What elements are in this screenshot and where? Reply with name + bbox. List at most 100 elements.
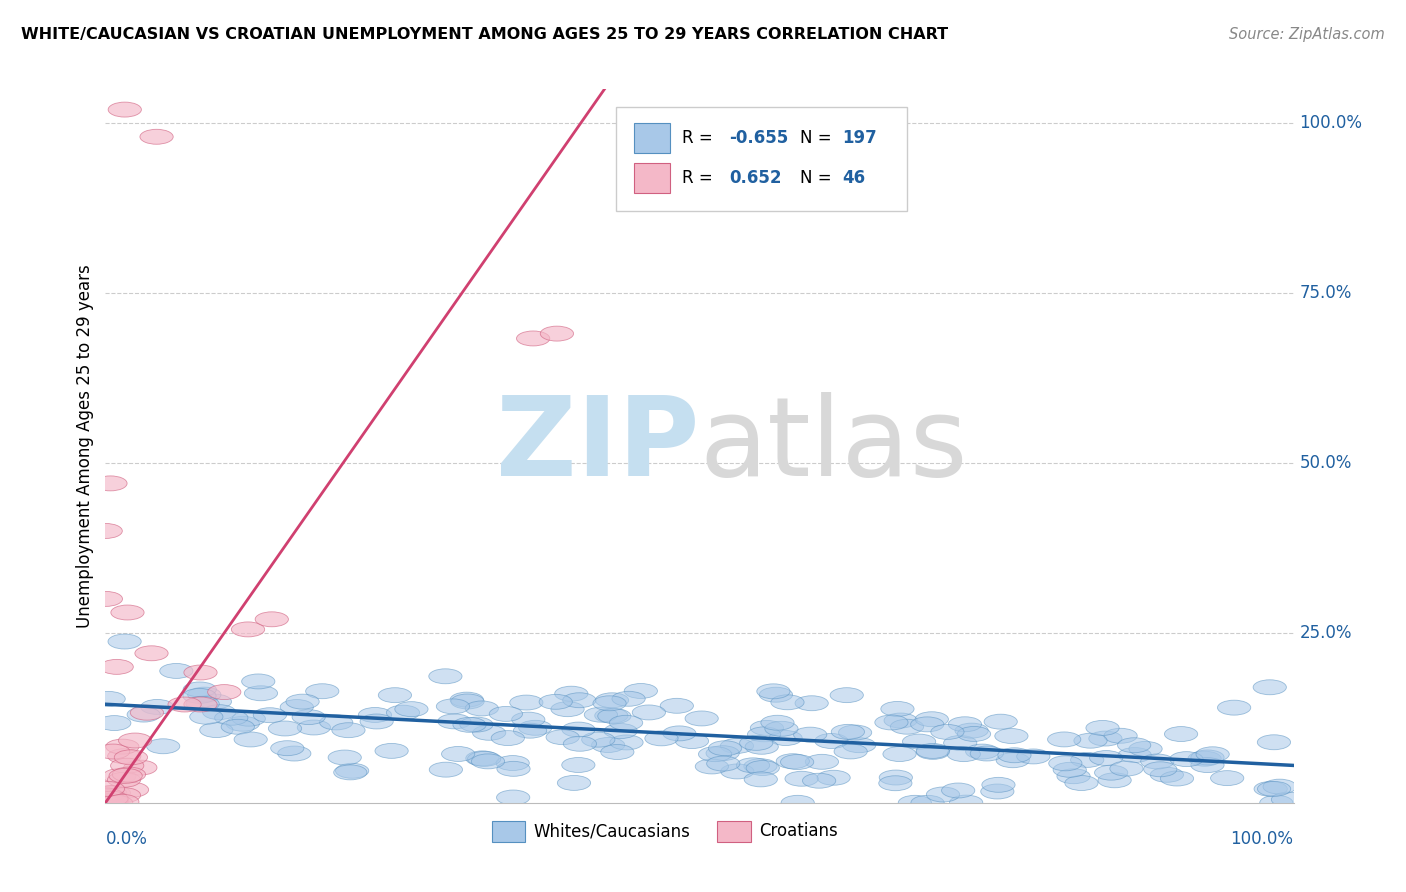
Ellipse shape bbox=[202, 705, 236, 720]
Ellipse shape bbox=[496, 790, 530, 805]
Text: R =: R = bbox=[682, 128, 717, 146]
Ellipse shape bbox=[1257, 781, 1291, 797]
Ellipse shape bbox=[817, 771, 851, 785]
Ellipse shape bbox=[562, 693, 596, 707]
Text: Whites/Caucasians: Whites/Caucasians bbox=[533, 822, 690, 840]
Ellipse shape bbox=[93, 796, 127, 810]
Ellipse shape bbox=[1064, 775, 1098, 790]
Ellipse shape bbox=[879, 776, 912, 790]
Ellipse shape bbox=[966, 744, 998, 759]
Ellipse shape bbox=[429, 669, 463, 684]
Ellipse shape bbox=[359, 707, 392, 723]
Ellipse shape bbox=[1109, 761, 1143, 776]
Y-axis label: Unemployment Among Ages 25 to 29 years: Unemployment Among Ages 25 to 29 years bbox=[76, 264, 94, 628]
Ellipse shape bbox=[190, 709, 224, 724]
Ellipse shape bbox=[943, 736, 977, 750]
Ellipse shape bbox=[183, 682, 217, 697]
Ellipse shape bbox=[436, 699, 470, 714]
Ellipse shape bbox=[460, 717, 494, 732]
Ellipse shape bbox=[105, 739, 139, 754]
Ellipse shape bbox=[880, 701, 914, 716]
Ellipse shape bbox=[600, 745, 634, 759]
Ellipse shape bbox=[998, 747, 1031, 763]
Ellipse shape bbox=[1129, 741, 1163, 756]
Ellipse shape bbox=[285, 694, 319, 709]
Ellipse shape bbox=[903, 734, 936, 749]
Ellipse shape bbox=[319, 714, 353, 730]
Ellipse shape bbox=[721, 764, 754, 779]
Text: Croatians: Croatians bbox=[759, 822, 838, 840]
Ellipse shape bbox=[375, 743, 408, 758]
Ellipse shape bbox=[519, 721, 553, 735]
Ellipse shape bbox=[1085, 721, 1119, 735]
Ellipse shape bbox=[609, 715, 643, 731]
Ellipse shape bbox=[595, 693, 628, 707]
Ellipse shape bbox=[1094, 765, 1128, 780]
Ellipse shape bbox=[146, 739, 180, 754]
FancyBboxPatch shape bbox=[492, 821, 524, 842]
Ellipse shape bbox=[1140, 754, 1174, 769]
Ellipse shape bbox=[538, 694, 572, 709]
FancyBboxPatch shape bbox=[717, 821, 751, 842]
Ellipse shape bbox=[540, 326, 574, 341]
Ellipse shape bbox=[118, 733, 152, 748]
Ellipse shape bbox=[842, 738, 876, 753]
Ellipse shape bbox=[441, 747, 475, 762]
Ellipse shape bbox=[838, 725, 872, 740]
Ellipse shape bbox=[94, 794, 128, 808]
Ellipse shape bbox=[707, 756, 740, 771]
Ellipse shape bbox=[1057, 769, 1090, 784]
Ellipse shape bbox=[208, 684, 240, 699]
Ellipse shape bbox=[269, 721, 302, 736]
Text: 46: 46 bbox=[842, 169, 865, 187]
Ellipse shape bbox=[582, 732, 614, 747]
Ellipse shape bbox=[472, 725, 506, 740]
Text: 50.0%: 50.0% bbox=[1299, 454, 1351, 472]
Ellipse shape bbox=[94, 789, 127, 805]
Ellipse shape bbox=[429, 762, 463, 777]
Ellipse shape bbox=[662, 726, 696, 741]
Ellipse shape bbox=[782, 796, 814, 810]
Ellipse shape bbox=[624, 683, 658, 698]
Ellipse shape bbox=[451, 694, 484, 709]
Ellipse shape bbox=[232, 622, 264, 637]
Ellipse shape bbox=[699, 747, 731, 762]
Ellipse shape bbox=[94, 786, 127, 801]
Ellipse shape bbox=[333, 765, 367, 780]
Ellipse shape bbox=[1049, 756, 1083, 771]
Ellipse shape bbox=[90, 796, 122, 810]
Ellipse shape bbox=[785, 772, 818, 786]
Ellipse shape bbox=[546, 730, 579, 745]
Ellipse shape bbox=[510, 695, 543, 710]
Ellipse shape bbox=[737, 758, 769, 772]
Ellipse shape bbox=[883, 747, 917, 762]
Ellipse shape bbox=[105, 794, 139, 809]
Ellipse shape bbox=[89, 524, 122, 539]
Ellipse shape bbox=[471, 754, 505, 769]
Ellipse shape bbox=[108, 748, 141, 764]
Ellipse shape bbox=[395, 702, 427, 716]
Ellipse shape bbox=[675, 733, 709, 748]
Ellipse shape bbox=[747, 761, 779, 775]
Ellipse shape bbox=[761, 715, 794, 731]
Ellipse shape bbox=[598, 708, 631, 723]
Ellipse shape bbox=[911, 796, 945, 810]
Ellipse shape bbox=[513, 723, 547, 739]
Ellipse shape bbox=[108, 102, 142, 117]
Ellipse shape bbox=[97, 786, 131, 800]
Ellipse shape bbox=[745, 739, 779, 755]
Text: ZIP: ZIP bbox=[496, 392, 700, 500]
Ellipse shape bbox=[453, 717, 486, 732]
Ellipse shape bbox=[1098, 772, 1132, 788]
Ellipse shape bbox=[198, 694, 232, 709]
Ellipse shape bbox=[793, 727, 827, 742]
Ellipse shape bbox=[305, 684, 339, 698]
Ellipse shape bbox=[254, 612, 288, 627]
Ellipse shape bbox=[610, 735, 643, 750]
Ellipse shape bbox=[232, 711, 266, 726]
Ellipse shape bbox=[1271, 792, 1305, 807]
Ellipse shape bbox=[387, 706, 419, 720]
Ellipse shape bbox=[645, 731, 678, 746]
Ellipse shape bbox=[744, 759, 778, 773]
Ellipse shape bbox=[931, 724, 965, 739]
